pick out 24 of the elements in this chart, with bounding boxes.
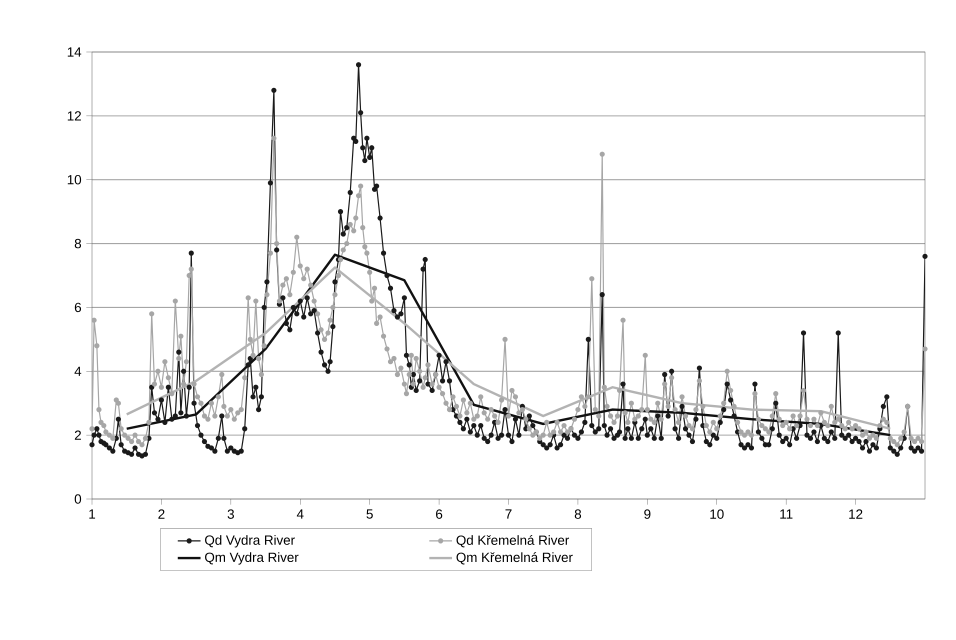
y-tick-label: 10 <box>68 174 82 184</box>
y-tick-label: 14 <box>68 47 82 57</box>
x-tick-label: 11 <box>780 509 792 519</box>
x-tick-label: 7 <box>505 509 512 519</box>
x-tick-label: 2 <box>158 509 164 519</box>
x-tick-label: 6 <box>436 509 442 519</box>
legend-label: Qd Křemelná River <box>456 534 570 548</box>
x-tick-label: 3 <box>228 509 234 519</box>
legend-label: Qm Křemelná River <box>456 552 573 564</box>
x-tick-label: 8 <box>574 509 582 519</box>
y-tick-label: 4 <box>74 366 82 376</box>
x-tick-label: 5 <box>366 509 373 519</box>
legend-label: Qm Vydra River <box>205 552 299 565</box>
x-tick-label: 1 <box>89 509 96 519</box>
y-tick-label: 12 <box>68 111 81 121</box>
x-tick-label: 12 <box>849 509 862 519</box>
x-tick-label: 10 <box>710 509 724 519</box>
y-tick-label: 6 <box>74 302 82 312</box>
legend-label: Qd Vydra River <box>205 535 295 548</box>
y-tick-label: 8 <box>74 238 82 248</box>
x-tick-label: 4 <box>296 509 304 519</box>
x-tick-label: 9 <box>644 509 650 519</box>
y-tick-label: 2 <box>74 430 81 440</box>
y-tick-label: 0 <box>74 494 82 504</box>
